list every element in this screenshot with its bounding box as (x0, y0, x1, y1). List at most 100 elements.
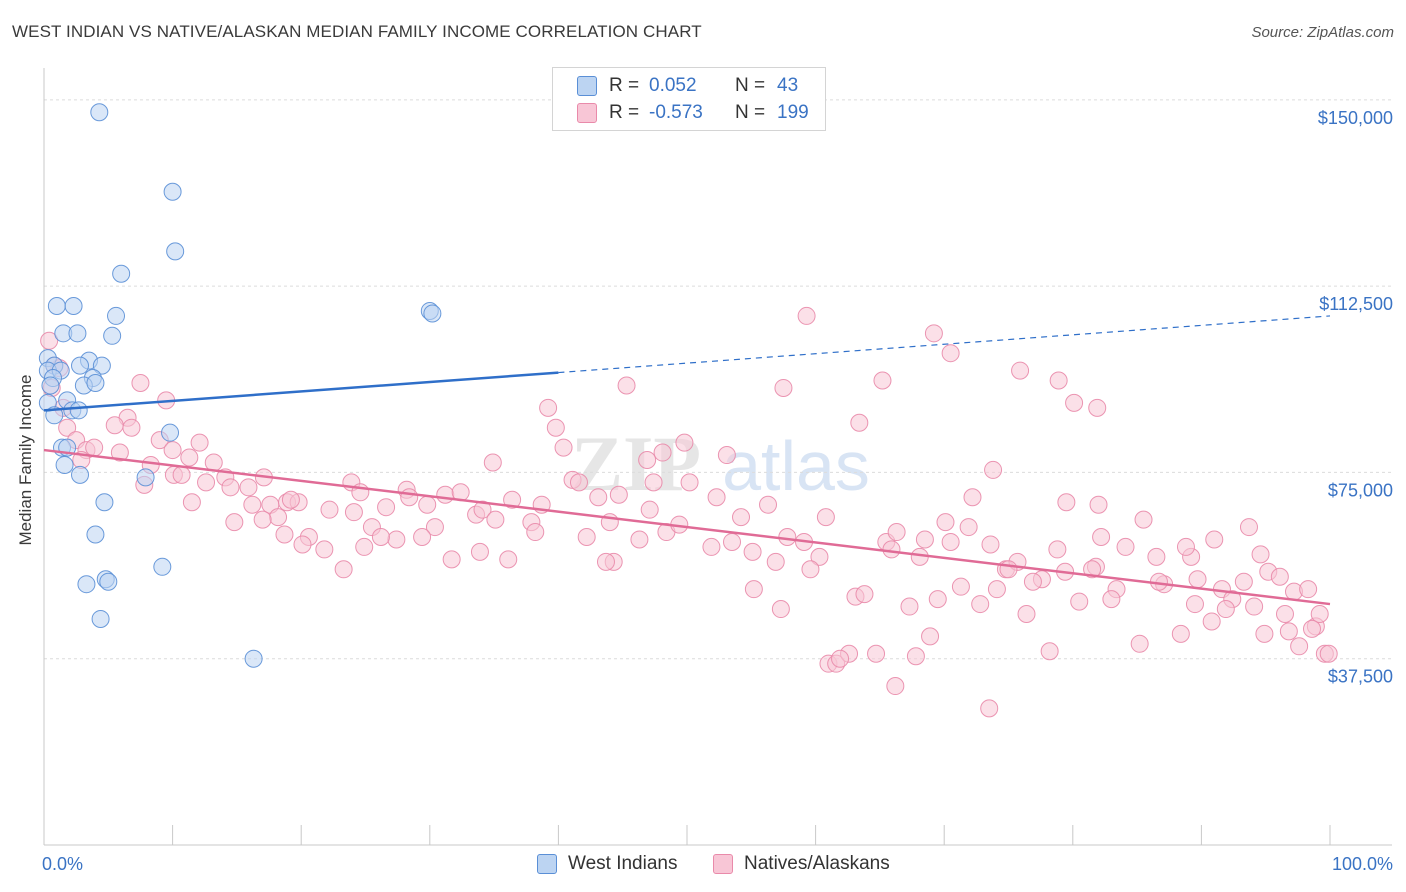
native-point (1255, 624, 1274, 643)
watermark-atlas: atlas (722, 427, 870, 505)
native-point (963, 488, 982, 507)
native-point (1017, 605, 1036, 623)
native-point (275, 525, 294, 544)
native-point (320, 500, 339, 519)
native-point (122, 418, 141, 437)
west-indian-point (86, 374, 105, 392)
native-point (630, 530, 649, 549)
native-point (928, 590, 947, 609)
west-indian-point (136, 468, 155, 487)
native-point (182, 493, 201, 512)
native-point (546, 418, 565, 437)
native-point (1270, 567, 1289, 586)
native-point (900, 597, 919, 616)
native-point (1089, 495, 1108, 514)
native-point (831, 649, 850, 668)
native-point (180, 448, 199, 467)
native-point (732, 508, 751, 527)
west-indian-point (90, 103, 109, 122)
native-point (1239, 518, 1258, 537)
native-point (882, 540, 901, 559)
native-point (743, 542, 762, 561)
y-tick-label: $75,000 (1328, 480, 1393, 500)
natives-legend-swatch (713, 854, 733, 874)
west-indian-point (99, 572, 118, 591)
chart-title: WEST INDIAN VS NATIVE/ALASKAN MEDIAN FAM… (12, 22, 702, 41)
native-point (1299, 580, 1318, 599)
native-point (617, 376, 636, 395)
native-point (1040, 642, 1059, 661)
native-point (959, 518, 978, 537)
native-point (499, 550, 518, 569)
west-indian-point (69, 401, 88, 420)
native-point (526, 523, 545, 542)
native-point (906, 647, 925, 666)
native-point (981, 535, 1000, 554)
native-point (425, 518, 444, 537)
native-point (797, 306, 816, 325)
native-point (163, 441, 182, 460)
r-label: R = (609, 75, 640, 96)
native-point (413, 528, 432, 546)
native-point (1302, 619, 1321, 638)
native-point (131, 374, 150, 392)
native-point (771, 600, 790, 619)
native-point (609, 485, 628, 504)
native-point (638, 451, 657, 469)
native-point (197, 473, 216, 492)
west-indians-swatch (577, 76, 597, 96)
native-point (239, 478, 258, 497)
native-point (1290, 637, 1309, 656)
native-point (1023, 572, 1042, 591)
native-point (503, 490, 522, 509)
native-point (1057, 493, 1076, 512)
native-point (984, 460, 1003, 479)
native-point (418, 495, 437, 514)
native-point (1185, 595, 1204, 614)
native-point (921, 627, 940, 646)
native-point (1176, 537, 1195, 556)
west-indian-trendline (43, 371, 559, 412)
native-point (653, 443, 672, 462)
native-point (766, 552, 785, 571)
correlation-legend: R = 0.052 N = 43 R = -0.573 N = 199 (552, 67, 826, 131)
west-indian-point (166, 242, 185, 261)
native-point (1088, 398, 1107, 417)
x-tick-label-min: 0.0% (42, 854, 83, 874)
west-indian-point (77, 575, 96, 594)
native-point (483, 453, 502, 472)
native-point (873, 371, 892, 390)
native-point (1147, 547, 1166, 566)
west-indian-point (107, 306, 126, 325)
natives-legend-label: Natives/Alaskans (744, 853, 890, 874)
native-point (253, 510, 272, 529)
native-point (569, 473, 588, 492)
native-point (473, 500, 492, 519)
native-point (225, 513, 244, 532)
y-tick-label: $112,500 (1319, 294, 1393, 314)
native-point (281, 490, 300, 509)
west-indian-point (112, 264, 131, 283)
n-label: N = (735, 102, 766, 123)
native-point (85, 438, 104, 457)
y-tick-label: $150,000 (1318, 108, 1393, 128)
native-point (442, 550, 461, 569)
native-point (1171, 624, 1190, 643)
native-point (680, 473, 699, 492)
west-indian-point (103, 326, 122, 345)
native-point (951, 577, 970, 596)
west-indian-point (71, 356, 90, 375)
native-point (190, 433, 209, 452)
native-point (110, 443, 129, 462)
west-indian-point (423, 304, 442, 323)
native-point (400, 488, 419, 507)
west-indian-trendline-extension (558, 315, 1331, 374)
native-point (371, 528, 390, 546)
native-point (596, 552, 615, 571)
native-point (717, 446, 736, 465)
native-point (539, 398, 558, 417)
native-point (1188, 570, 1207, 589)
native-point (1049, 371, 1068, 390)
native-point (1251, 545, 1270, 564)
